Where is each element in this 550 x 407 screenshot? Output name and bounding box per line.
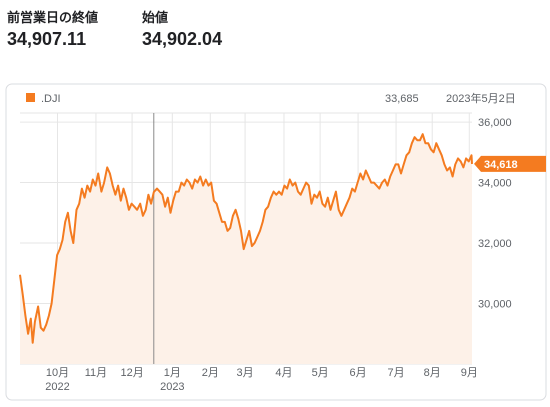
open-value: 34,902.04 (142, 29, 223, 49)
x-tick-label: 10月 (46, 367, 69, 379)
x-tick-label: 2月 (202, 367, 219, 379)
x-tick-label: 11月 (85, 367, 107, 379)
x-tick-label: 8月 (424, 367, 441, 379)
y-tick-label: 36,000 (478, 117, 512, 129)
y-tick-label: 32,000 (478, 238, 512, 250)
series-area (20, 134, 472, 364)
prev-close-label: 前営業日の終値 (7, 10, 99, 25)
last-value-label: 34,618 (484, 159, 518, 171)
x-axis: 10月 2022 11月 12月 1月 2023 2月 3月 4月 5月 6月 7月 8月 9月 (45, 367, 478, 393)
series-line (19, 133, 473, 344)
legend-swatch (26, 93, 35, 102)
x-tick-label: 9月 (461, 367, 478, 379)
x-tick-label: 12月 (120, 367, 143, 379)
hover-date: 2023年5月2日 (446, 91, 516, 105)
x-tick-year: 2023 (160, 381, 184, 393)
x-tick-label: 4月 (275, 367, 292, 379)
x-tick-label: 5月 (312, 367, 329, 379)
x-tick-label: 6月 (350, 367, 367, 379)
x-tick-year: 2022 (45, 381, 69, 393)
y-tick-label: 30,000 (478, 299, 512, 311)
x-tick-label: 7月 (388, 367, 405, 379)
prev-close-value: 34,907.11 (7, 29, 87, 49)
x-tick-label: 3月 (237, 367, 254, 379)
last-value-badge (474, 155, 546, 172)
x-tick-label: 1月 (164, 367, 181, 379)
hover-value: 33,685 (385, 93, 419, 105)
legend-label: .DJI (41, 93, 61, 105)
y-tick-label: 34,000 (478, 178, 512, 190)
y-axis: 36,000 34,000 32,000 30,000 (478, 117, 512, 310)
open-label: 始値 (142, 10, 169, 25)
